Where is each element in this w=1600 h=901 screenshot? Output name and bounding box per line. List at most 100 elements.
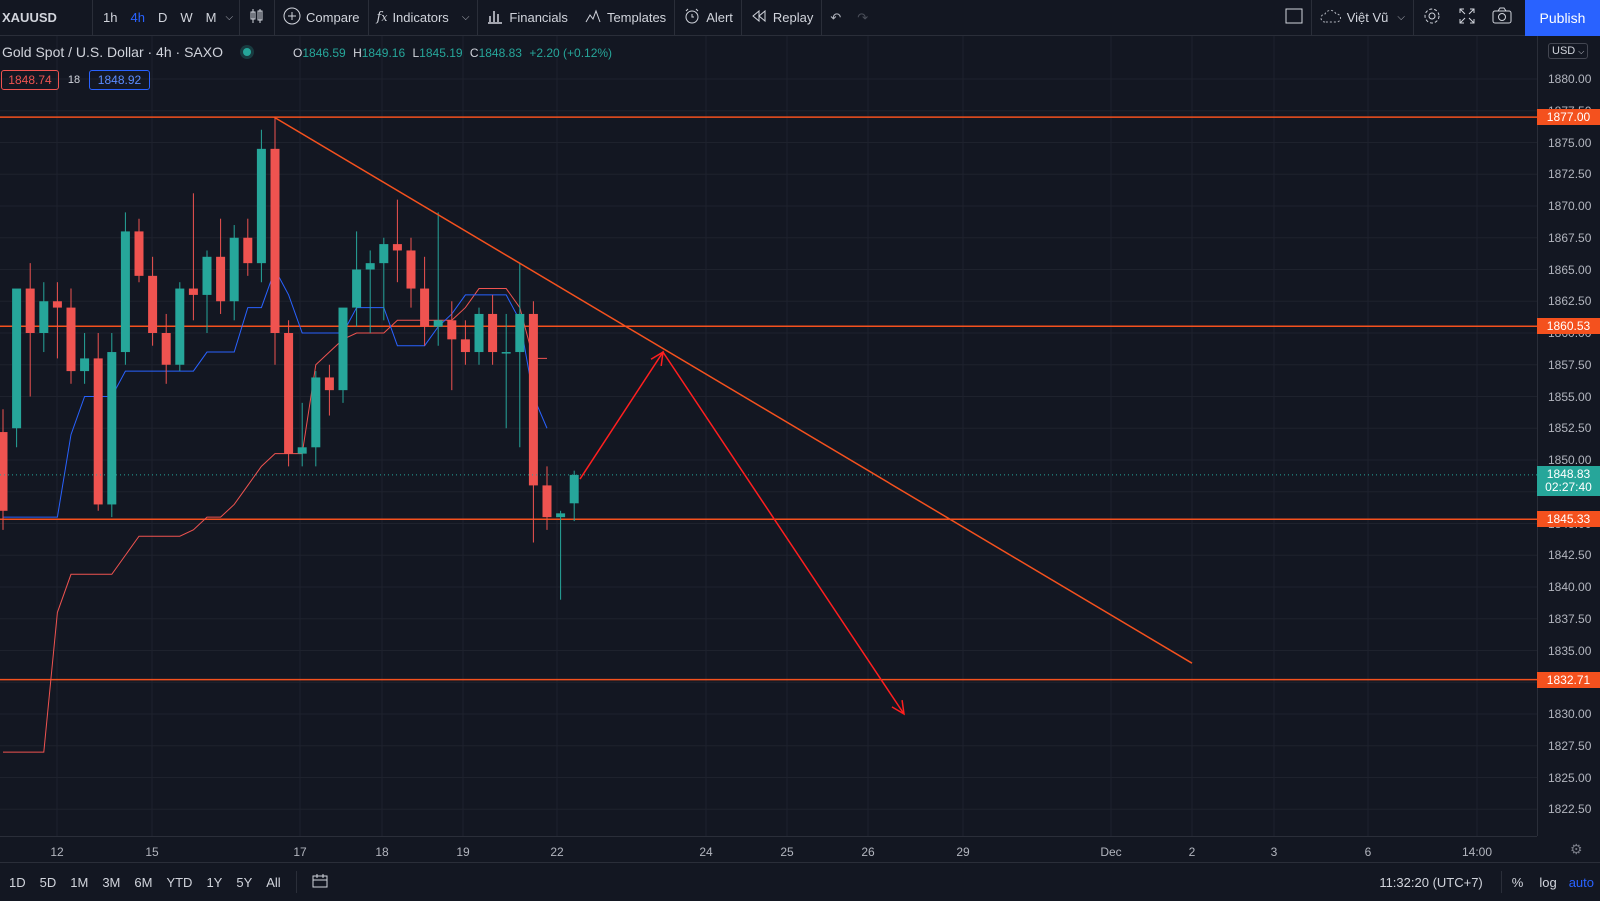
percent-toggle[interactable]: %	[1511, 874, 1524, 890]
buy-button[interactable]: 1848.92	[89, 70, 150, 90]
candle	[352, 231, 362, 327]
candle-body	[229, 237, 239, 302]
alarm-clock-icon	[683, 7, 701, 28]
chart-canvas[interactable]	[0, 36, 1537, 836]
projection-arrow-path[interactable]	[579, 350, 905, 715]
candle-body	[352, 269, 362, 308]
templates-button[interactable]: Templates	[576, 0, 674, 35]
timeframe-4h[interactable]: 4h	[130, 10, 145, 25]
candle-body	[80, 358, 90, 372]
symbol-search[interactable]: XAUUSD	[2, 10, 57, 25]
currency-label: USD	[1552, 45, 1576, 57]
ma-slow-line	[3, 288, 547, 753]
settings-button[interactable]	[1414, 0, 1450, 35]
price-tick-label: 1857.50	[1548, 357, 1592, 372]
date-range-icon[interactable]	[305, 873, 335, 892]
range-5d[interactable]: 5D	[39, 874, 57, 890]
time-axis[interactable]: ⚙ 12 15 17 18 19 22 24 25 26 29 Dec 2 3 6 14:00	[0, 836, 1583, 863]
time-tick-label: 17	[293, 845, 307, 859]
layout-name-button[interactable]: Việt Vũ ⌵	[1312, 0, 1413, 35]
redo-button[interactable]: ↷	[849, 0, 876, 35]
chevron-down-icon[interactable]: ⌵	[225, 12, 234, 23]
compare-button[interactable]: Compare	[275, 0, 367, 35]
timeframe-1h[interactable]: 1h	[103, 10, 118, 25]
price-tick-label: 1855.00	[1548, 389, 1592, 404]
log-toggle[interactable]: log	[1539, 874, 1557, 890]
candle-body	[528, 313, 538, 486]
chevron-down-icon[interactable]: ⌵	[1397, 12, 1405, 23]
price-tick-label: 1872.50	[1548, 167, 1592, 182]
range-1m[interactable]: 1M	[70, 874, 89, 890]
level-price-tag[interactable]: 1845.33	[1537, 511, 1600, 528]
spread-value: 18	[67, 74, 81, 86]
currency-select[interactable]: USD ⌵	[1548, 43, 1589, 59]
time-tick-label: 18	[375, 845, 389, 859]
time-tick-label: 24	[699, 845, 713, 859]
candle	[243, 218, 253, 276]
chart-type-button[interactable]	[240, 0, 274, 35]
timeframe-w[interactable]: W	[180, 10, 193, 25]
snapshot-button[interactable]	[1484, 0, 1520, 35]
candle	[569, 470, 579, 522]
alert-button[interactable]: Alert	[675, 0, 741, 35]
candle	[420, 256, 430, 346]
undo-button[interactable]: ↶	[822, 0, 849, 35]
candle	[297, 402, 307, 467]
candle-body	[243, 237, 253, 264]
range-1d[interactable]: 1D	[9, 874, 26, 890]
range-all[interactable]: All	[266, 874, 281, 890]
chevron-down-icon: ⌵	[1578, 47, 1585, 56]
candle-body	[216, 256, 226, 302]
chart-legend: Gold Spot / U.S. Dollar · 4h · SAXO	[2, 44, 251, 60]
candle-body	[488, 313, 498, 353]
drawings[interactable]	[273, 116, 1193, 716]
range-5y[interactable]: 5Y	[236, 874, 253, 890]
indicators-button[interactable]: fx Indicators ⌵	[369, 0, 478, 35]
timeframe-m[interactable]: M	[205, 10, 217, 25]
chevron-down-icon[interactable]: ⌵	[461, 12, 470, 23]
sell-button[interactable]: 1848.74	[1, 70, 59, 90]
trendline[interactable]	[273, 116, 1193, 664]
range-3m[interactable]: 3M	[102, 874, 121, 890]
candle-body	[447, 320, 457, 340]
candle-body	[134, 231, 144, 276]
divider	[239, 0, 241, 35]
ohlc-values: O1846.59 H1849.16 L1845.19 C1848.83 +2.2…	[293, 46, 612, 60]
candle-body	[433, 320, 443, 327]
candle	[148, 256, 158, 346]
arrow-head	[891, 700, 905, 716]
candle	[311, 371, 321, 467]
layout-button[interactable]	[1277, 0, 1311, 35]
level-price-tag[interactable]: 1832.71	[1537, 671, 1600, 688]
price-scale[interactable]: USD ⌵ 1880.001877.501875.001872.501870.0…	[1537, 36, 1600, 836]
candle-body	[338, 307, 348, 391]
symbol-title[interactable]: Gold Spot / U.S. Dollar · 4h · SAXO	[2, 44, 223, 60]
replay-button[interactable]: Replay	[742, 0, 821, 35]
level-price-tag[interactable]: 1877.00	[1537, 109, 1600, 126]
timeframe-d[interactable]: D	[157, 10, 168, 25]
range-6m[interactable]: 6M	[134, 874, 153, 890]
price-tick-label: 1852.50	[1548, 421, 1592, 436]
level-price-tag[interactable]: 1860.53	[1537, 318, 1600, 335]
financials-button[interactable]: Financials	[478, 0, 576, 35]
divider	[274, 0, 276, 35]
auto-toggle[interactable]: auto	[1568, 874, 1594, 890]
candle	[107, 333, 117, 518]
candle	[52, 282, 62, 359]
fullscreen-button[interactable]	[1450, 0, 1484, 35]
candle	[324, 364, 334, 416]
horizontal-levels[interactable]	[0, 116, 1537, 681]
candle	[216, 218, 226, 314]
range-1y[interactable]: 1Y	[206, 874, 223, 890]
close-value: 1848.83	[478, 46, 522, 60]
publish-button[interactable]: Publish	[1525, 0, 1600, 36]
divider	[821, 0, 823, 35]
candle	[379, 237, 389, 321]
axis-settings-icon[interactable]: ⚙	[1570, 841, 1583, 857]
divider	[1310, 0, 1312, 35]
candle-body	[311, 377, 321, 448]
templates-icon	[584, 7, 602, 28]
range-ytd[interactable]: YTD	[166, 874, 193, 890]
clock[interactable]: 11:32:20 (UTC+7)	[1379, 874, 1483, 890]
time-tick-label: 3	[1270, 845, 1278, 859]
